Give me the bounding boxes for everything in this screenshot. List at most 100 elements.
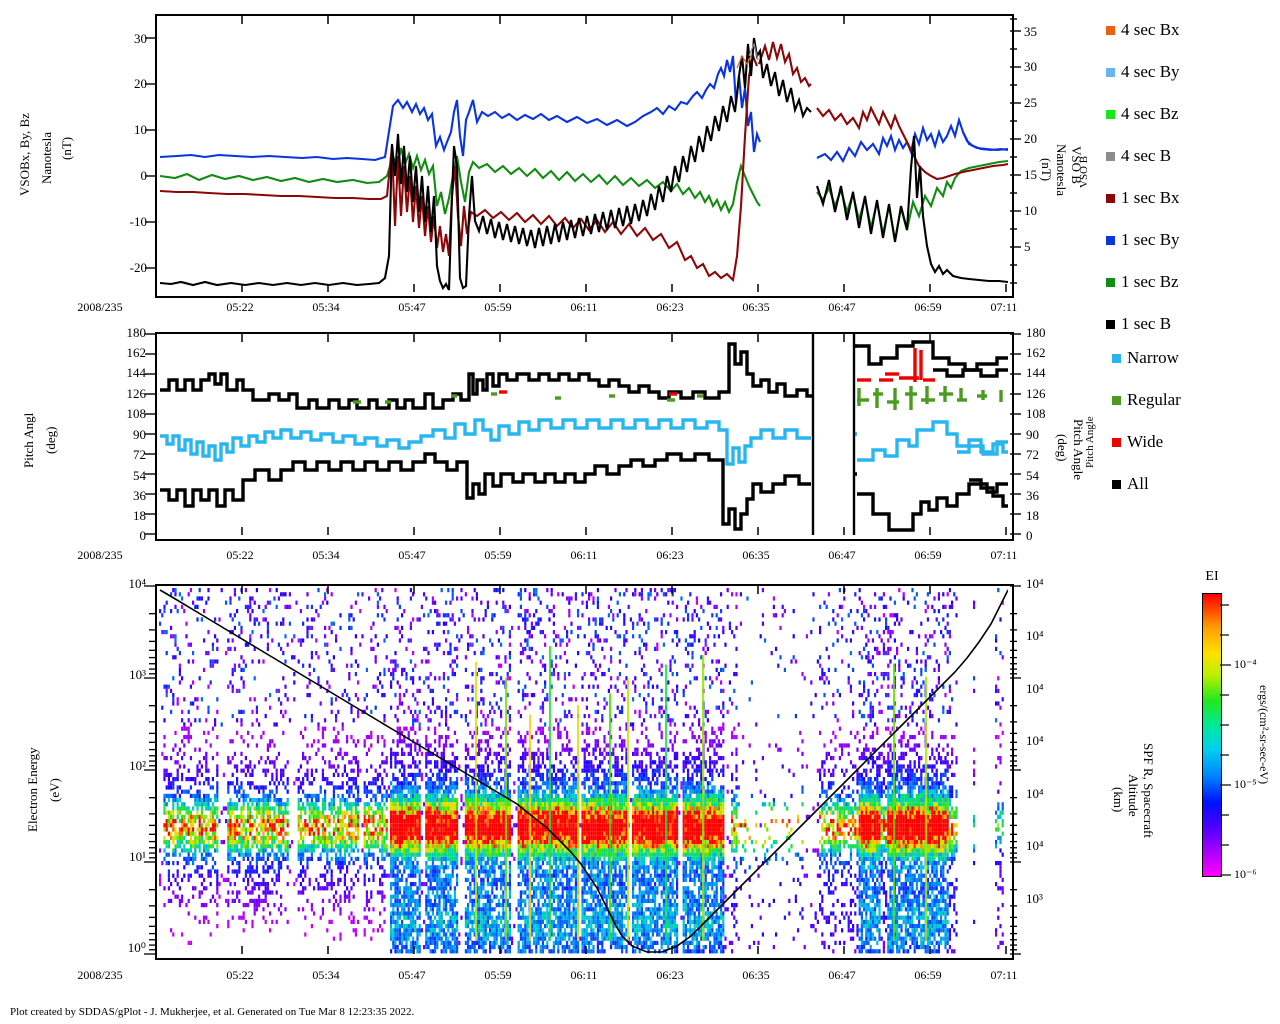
electron-spectrogram-panel <box>155 584 1014 960</box>
trace-4sec-b <box>748 42 759 61</box>
legend-item-regular[interactable]: Regular <box>1112 390 1181 410</box>
panel3-xtick: 06:35 <box>742 968 770 982</box>
legend-item-4sec-bx[interactable]: 4 sec Bx <box>1106 20 1180 40</box>
panel1-xtick: 06:47 <box>828 300 856 314</box>
pitch-data-gap <box>813 334 853 535</box>
legend-swatch-icon <box>1106 109 1115 119</box>
panel3-ytick-right: 10⁴ <box>1026 786 1044 801</box>
colorbar-ticks <box>1220 604 1231 876</box>
panel2-ylabel-right-line1: Pitch Angle <box>1070 419 1086 481</box>
panel3-ytick-left: 10⁰ <box>127 940 146 955</box>
panel1-ytick-left: 10 <box>134 122 147 137</box>
panel1-ytick-left: 0 <box>140 168 148 183</box>
panel3-right-ticks <box>1010 585 1021 955</box>
legend-item-4sec-b[interactable]: 4 sec B <box>1106 146 1171 166</box>
legend-swatch-icon <box>1106 277 1115 287</box>
panel3-ytick-right: 10³ <box>1026 891 1043 906</box>
legend-item-1sec-bx[interactable]: 1 sec Bx <box>1106 188 1180 208</box>
panel3-xtick: 06:47 <box>828 968 856 982</box>
panel2-ylabel-right-2: (deg) <box>1054 418 1070 478</box>
panel2-ytick-right: 144 <box>1026 365 1046 380</box>
panel3-xtick: 06:11 <box>570 968 598 982</box>
trace-1sec-by-3 <box>962 131 1008 152</box>
legend-label: 1 sec Bz <box>1121 272 1179 291</box>
panel2-xtick: 05:34 <box>312 548 340 562</box>
trace-1sec-b <box>159 37 812 291</box>
panel2-ytick-left: 162 <box>126 345 147 360</box>
legend-item-4sec-by[interactable]: 4 sec By <box>1106 62 1180 82</box>
legend-label: 4 sec B <box>1121 146 1172 165</box>
panel3-xtick: 05:22 <box>226 968 254 982</box>
panel3-ytick-left: 10¹ <box>129 849 146 864</box>
panel2-ytick-left: 144 <box>126 365 147 380</box>
panel3-ytick-right: 10⁴ <box>1026 838 1044 853</box>
panel2-ylabel-right: Pitch Angle <box>1070 400 1086 500</box>
panel1-ylabel-left-line1: VSOBx, By, Bz <box>17 113 32 197</box>
legend-item-narrow[interactable]: Narrow <box>1112 348 1179 368</box>
panel1-xtick: 05:34 <box>312 300 340 314</box>
magnetic-field-traces <box>159 37 1008 291</box>
panel1-ytick-left: 20 <box>134 76 147 91</box>
colorbar-gradient <box>1202 593 1222 877</box>
panel1-xtick: 06:59 <box>914 300 942 314</box>
panel2-left-ticks <box>145 333 156 535</box>
panel3-ylabel-right-3: (km) <box>1110 775 1126 825</box>
pitch-angle-traces <box>160 334 1008 535</box>
colorbar-tick-label: 10⁻⁵ <box>1234 777 1257 791</box>
panel3-ylabel-right-line1: SPF R, Spacecraft <box>1140 742 1156 838</box>
trace-1sec-bx <box>159 52 758 283</box>
legend-label: Regular <box>1127 390 1181 409</box>
panel2-ytick-right: 36 <box>1026 488 1039 503</box>
legend-item-4sec-bz[interactable]: 4 sec Bz <box>1106 104 1179 124</box>
panel1-ytick-right: 30 <box>1024 59 1037 74</box>
trace-all-upper <box>160 342 813 410</box>
panel1-ytick-right: 25 <box>1024 95 1037 110</box>
legend-swatch-icon <box>1112 479 1121 489</box>
pitch-angle-plot <box>160 334 1008 535</box>
panel3-xtick: 05:47 <box>398 968 426 982</box>
panel1-ylabel-right-line3: (nT) <box>1038 158 1054 182</box>
panel3-ylabel-left-line2: (eV) <box>47 778 62 802</box>
panel3-ytick-left: 10⁴ <box>128 576 146 591</box>
panel1-ylabel-left-2: Nanotesla <box>39 68 55 248</box>
legend-group-label-vso-b: VSO B <box>1078 128 1090 188</box>
panel3-ylabel-right-line2: Altitude <box>1125 773 1141 817</box>
trace-1sec-bz <box>159 147 761 215</box>
pitch-angle-panel <box>155 332 1014 541</box>
panel2-ylabel-left-line1: Pitch Angl <box>21 412 36 468</box>
trace-1sec-bz-2 <box>816 159 1008 241</box>
panel2-ytick-right: 72 <box>1026 447 1039 462</box>
magnetic-field-plot <box>159 16 1008 292</box>
panel1-ytick-right: 5 <box>1024 239 1031 254</box>
panel1-ytick-right: 20 <box>1024 131 1037 146</box>
colorbar-tick-label: 10⁻⁴ <box>1234 657 1257 671</box>
panel1-ylabel-right-line2: Nanotesla <box>1053 144 1069 196</box>
panel3-ylabel-left: Electron Energy <box>25 730 41 850</box>
panel2-ytick-right: 180 <box>1026 325 1046 340</box>
trace-1sec-bx-3 <box>816 105 1008 181</box>
legend-item-1sec-b[interactable]: 1 sec B <box>1106 314 1171 334</box>
panel2-xtick: 06:23 <box>656 548 684 562</box>
legend-swatch-icon <box>1112 437 1121 447</box>
trace-all-lower-4 <box>969 478 1008 508</box>
panel3-ylabel-left-2: (eV) <box>47 760 63 820</box>
panel3-xtick: 06:59 <box>914 968 942 982</box>
legend-item-wide[interactable]: Wide <box>1112 432 1163 452</box>
trace-all-lower <box>160 452 811 531</box>
legend-swatch-icon <box>1106 319 1115 329</box>
panel3-xtick: 05:34 <box>312 968 340 982</box>
panel3-xtick: 07:11 <box>990 968 1018 982</box>
panel2-xaxis-labels: 2008/235 05:22 05:34 05:47 05:59 06:11 0… <box>0 548 1280 564</box>
trace-all-upper-2 <box>852 340 1008 378</box>
legend-item-all[interactable]: All <box>1112 474 1149 494</box>
panel1-ylabel-left-line2: Nanotesla <box>39 132 54 184</box>
colorbar-title: EI <box>1205 569 1219 584</box>
panel3-ylabel-right-2: Altitude <box>1125 750 1141 840</box>
panel3-ytick-right: 10⁴ <box>1026 628 1044 643</box>
legend-item-1sec-bz[interactable]: 1 sec Bz <box>1106 272 1179 292</box>
panel1-ytick-right: 35 <box>1024 24 1037 39</box>
panel2-ytick-left: 36 <box>133 488 146 503</box>
trace-1sec-b-2 <box>816 135 1008 284</box>
legend-item-1sec-by[interactable]: 1 sec By <box>1106 230 1180 250</box>
panel2-ytick-right: 126 <box>1026 386 1046 401</box>
